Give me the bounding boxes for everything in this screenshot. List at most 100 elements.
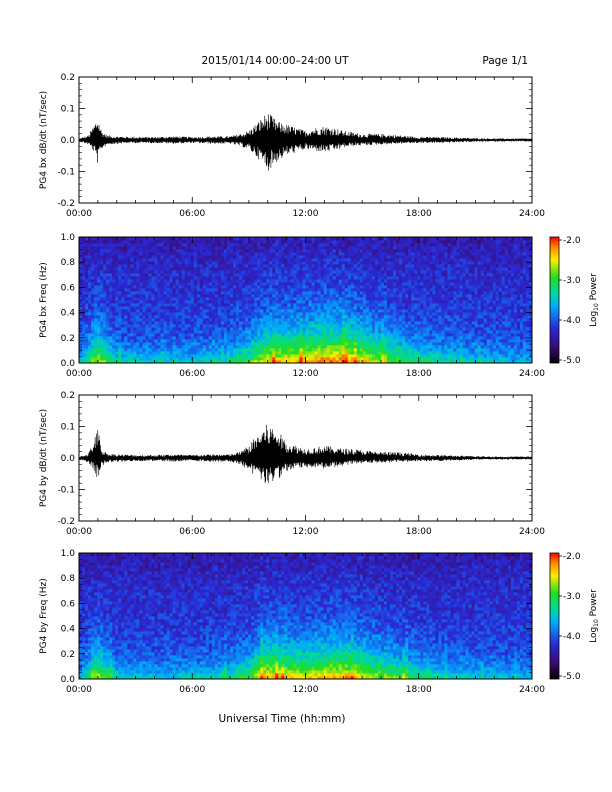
spectrogram-cell <box>420 249 424 253</box>
spectrogram-cell <box>350 273 355 277</box>
spectrogram-cell <box>82 306 86 310</box>
spectrogram-cell <box>272 246 276 250</box>
spectrogram-cell <box>251 270 255 274</box>
spectrogram-cell <box>414 294 418 298</box>
spectrogram-cell <box>299 348 303 352</box>
spectrogram-cell <box>308 270 312 274</box>
spectrogram-cell <box>356 294 361 298</box>
spectrogram-cell <box>214 240 219 244</box>
spectrogram-cell <box>172 267 177 271</box>
spectrogram-cell <box>260 309 264 313</box>
spectrogram-cell <box>254 300 258 304</box>
spectrogram-cell <box>139 258 143 262</box>
spectrogram-cell <box>299 303 303 307</box>
spectrogram-cell <box>341 246 346 250</box>
spectrogram-cell <box>199 267 204 271</box>
spectrogram-cell <box>429 360 433 364</box>
spectrogram-cell <box>305 351 309 355</box>
spectrogram-cell <box>94 345 98 349</box>
spectrogram-cell <box>157 249 161 253</box>
spectrogram-cell <box>417 354 421 358</box>
spectrogram-cell <box>239 297 243 301</box>
spectrogram-cell <box>272 288 276 292</box>
spectrogram-cell <box>145 306 149 310</box>
spectrogram-cell <box>211 294 216 298</box>
spectrogram-cell <box>139 357 143 361</box>
spectrogram-cell <box>290 243 294 247</box>
spectrogram-cell <box>365 264 370 268</box>
spectrogram-cell <box>151 249 155 253</box>
spectrogram-cell <box>341 351 346 355</box>
spectrogram-cell <box>302 309 306 313</box>
spectrogram-cell <box>172 330 177 334</box>
spectrogram-cell <box>293 351 297 355</box>
spectrogram-cell <box>196 264 201 268</box>
spectrogram-cell <box>423 288 427 292</box>
spectrogram-cell <box>151 345 155 349</box>
spectrogram-cell <box>377 318 382 322</box>
spectrogram-cell <box>106 360 110 364</box>
spectrogram-cell <box>145 309 149 313</box>
spectrogram-cell <box>402 282 406 286</box>
spectrogram-cell <box>169 264 174 268</box>
spectrogram-cell <box>166 324 170 328</box>
spectrogram-cell <box>377 261 382 265</box>
spectrogram-cell <box>91 342 95 346</box>
spectrogram-cell <box>260 357 264 361</box>
spectrogram-cell <box>365 321 370 325</box>
spectrogram-cell <box>347 303 352 307</box>
spectrogram-cell <box>257 330 261 334</box>
spectrogram-cell <box>130 270 134 274</box>
spectrogram-cell <box>251 336 255 340</box>
spectrogram-cell <box>302 294 306 298</box>
spectrogram-cell <box>299 297 303 301</box>
spectrogram-cell <box>139 360 143 364</box>
spectrogram-cell <box>335 342 340 346</box>
spectrogram-cell <box>118 258 122 262</box>
spectrogram-cell <box>263 276 267 280</box>
spectrogram-cell <box>151 351 155 355</box>
spectrogram-cell <box>417 309 421 313</box>
spectrogram-cell <box>399 354 403 358</box>
spectrogram-cell <box>142 342 146 346</box>
spectrogram-cell <box>133 357 137 361</box>
spectrogram-cell <box>85 351 89 355</box>
spectrogram-cell <box>106 348 110 352</box>
spectrogram-cell <box>172 339 177 343</box>
spectrogram-cell <box>142 357 146 361</box>
spectrogram-cell <box>326 306 331 310</box>
spectrogram-cell <box>356 261 361 265</box>
spectrogram-cell <box>85 327 89 331</box>
spectrogram-cell <box>220 261 225 265</box>
spectrogram-cell <box>356 303 361 307</box>
spectrogram-cell <box>230 273 234 277</box>
spectrogram-cell <box>281 276 285 280</box>
spectrogram-cell <box>121 360 125 364</box>
spectrogram-cell <box>127 261 131 265</box>
spectrogram-cell <box>365 330 370 334</box>
spectrogram-cell <box>423 270 427 274</box>
spectrogram-cell <box>172 309 177 313</box>
spectrogram-cell <box>245 246 249 250</box>
spectrogram-cell <box>181 339 186 343</box>
spectrogram-cell <box>374 357 379 361</box>
spectrogram-cell <box>251 333 255 337</box>
spectrogram-cell <box>248 327 252 331</box>
spectrogram-cell <box>356 348 361 352</box>
spectrogram-cell <box>311 315 315 319</box>
spectrogram-cell <box>371 330 376 334</box>
spectrogram-cell <box>163 273 167 277</box>
spectrogram-cell <box>272 294 276 298</box>
spectrogram-cell <box>242 333 246 337</box>
spectrogram-cell <box>408 336 412 340</box>
spectrogram-cell <box>317 279 321 283</box>
spectrogram-cell <box>202 315 207 319</box>
spectrogram-cell <box>106 312 110 316</box>
spectrogram-cell <box>299 258 303 262</box>
spectrogram-cell <box>169 237 174 241</box>
spectrogram-cell <box>163 300 167 304</box>
spectrogram-cell <box>148 249 152 253</box>
spectrogram-cell <box>239 336 243 340</box>
spectrogram-cell <box>417 327 421 331</box>
spectrogram-cell <box>338 303 343 307</box>
